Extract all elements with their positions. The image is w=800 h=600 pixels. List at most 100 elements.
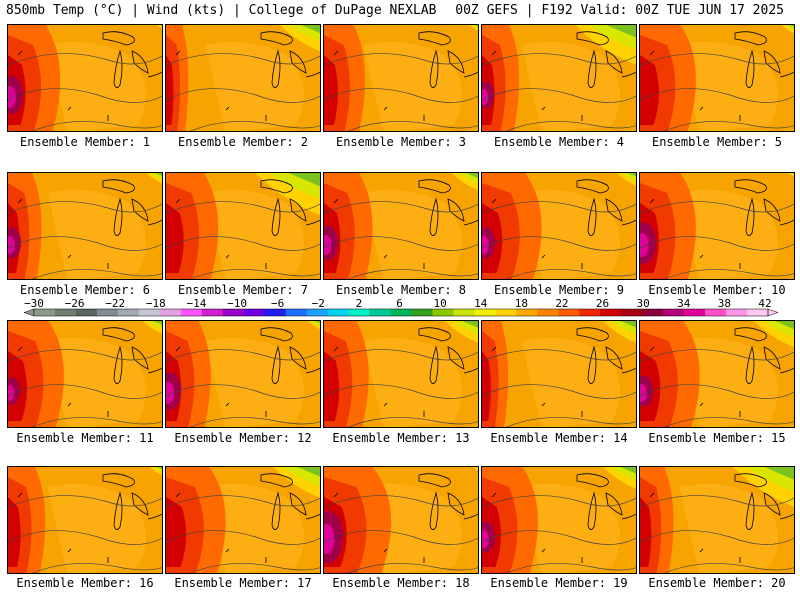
ensemble-member-map <box>165 466 321 574</box>
colorbar-tick-label: 6 <box>396 297 403 310</box>
colorbar-segment <box>684 309 706 316</box>
ensemble-member-label: Ensemble Member: 7 <box>177 283 309 297</box>
colorbar-segment <box>138 309 161 316</box>
ensemble-member-label: Ensemble Member: 15 <box>648 431 786 445</box>
colorbar-segment <box>516 309 538 316</box>
colorbar-tick-label: −26 <box>65 297 85 310</box>
ensemble-member-label: Ensemble Member: 11 <box>16 431 154 445</box>
colorbar-tick-label: −6 <box>271 297 284 310</box>
colorbar-segment <box>621 309 643 316</box>
colorbar-segment <box>411 309 433 316</box>
ensemble-member-map <box>639 24 795 132</box>
colorbar-tick-label: 26 <box>596 297 609 310</box>
header-right-title: 00Z GEFS | F192 Valid: 00Z TUE JUN 17 20… <box>455 3 784 18</box>
colorbar-segment <box>243 309 266 316</box>
colorbar-outline <box>33 308 769 317</box>
ensemble-member-map <box>481 172 637 280</box>
colorbar-segment <box>348 309 371 316</box>
ensemble-member-map <box>165 172 321 280</box>
ensemble-member-map <box>323 172 479 280</box>
ensemble-member-map <box>7 320 163 428</box>
colorbar-segment <box>495 309 517 316</box>
colorbar-tick-label: −18 <box>146 297 166 310</box>
ensemble-member-map <box>639 172 795 280</box>
ensemble-member-label: Ensemble Member: 3 <box>335 135 467 149</box>
colorbar-segment <box>600 309 622 316</box>
colorbar-segment <box>180 309 203 316</box>
colorbar-tick-label: 22 <box>555 297 568 310</box>
colorbar-segment <box>432 309 454 316</box>
colorbar-segment <box>390 309 412 316</box>
colorbar-tick-label: −30 <box>24 297 44 310</box>
ensemble-member-map <box>481 466 637 574</box>
ensemble-member-label: Ensemble Member: 5 <box>651 135 783 149</box>
colorbar-tick-label: −2 <box>312 297 325 310</box>
colorbar-segment <box>306 309 329 316</box>
colorbar-segment <box>726 309 748 316</box>
colorbar-segment <box>453 309 475 316</box>
colorbar-segment <box>34 309 56 316</box>
colorbar-tick-label: −22 <box>105 297 125 310</box>
ensemble-member-map <box>323 466 479 574</box>
colorbar-segment <box>558 309 580 316</box>
ensemble-member-label: Ensemble Member: 1 <box>19 135 151 149</box>
colorbar-segment <box>222 309 245 316</box>
ensemble-member-map <box>323 24 479 132</box>
ensemble-member-label: Ensemble Member: 4 <box>493 135 625 149</box>
colorbar-segment <box>369 309 392 316</box>
colorbar-segment <box>663 309 685 316</box>
ensemble-member-label: Ensemble Member: 8 <box>335 283 467 297</box>
colorbar-segment <box>537 309 559 316</box>
colorbar-segment <box>747 309 769 316</box>
ensemble-member-map <box>7 24 163 132</box>
colorbar-segment <box>579 309 601 316</box>
ensemble-member-label: Ensemble Member: 9 <box>493 283 625 297</box>
ensemble-member-map <box>323 320 479 428</box>
ensemble-member-map <box>7 466 163 574</box>
ensemble-member-label: Ensemble Member: 2 <box>177 135 309 149</box>
colorbar-tick-label: 14 <box>474 297 488 310</box>
ensemble-member-label: Ensemble Member: 16 <box>16 576 154 590</box>
colorbar-tick-label: −14 <box>187 297 207 310</box>
colorbar-segment <box>642 309 664 316</box>
ensemble-member-label: Ensemble Member: 13 <box>332 431 470 445</box>
colorbar-segment <box>264 309 287 316</box>
colorbar-tick-label: 2 <box>356 297 363 310</box>
colorbar-tick-label: 42 <box>758 297 771 310</box>
colorbar-segment <box>54 309 77 316</box>
ensemble-member-label: Ensemble Member: 10 <box>648 283 786 297</box>
colorbar-left-arrow <box>23 308 35 317</box>
ensemble-member-label: Ensemble Member: 17 <box>174 576 312 590</box>
ensemble-member-label: Ensemble Member: 6 <box>19 283 151 297</box>
ensemble-member-label: Ensemble Member: 20 <box>648 576 786 590</box>
colorbar-right-arrow <box>767 308 779 317</box>
ensemble-member-map <box>7 172 163 280</box>
temperature-colorbar: −30 −26 −22 −18 −14 −10 −6 −2 2 6 10 14 18 22 26 30 34 38… <box>23 297 779 317</box>
colorbar-tick-label: 18 <box>515 297 528 310</box>
colorbar-segment <box>285 309 308 316</box>
ensemble-member-label: Ensemble Member: 18 <box>332 576 470 590</box>
colorbar-segment <box>75 309 98 316</box>
colorbar-segment <box>201 309 224 316</box>
ensemble-member-map <box>481 320 637 428</box>
colorbar-tick-label: 10 <box>433 297 446 310</box>
colorbar-segment <box>96 309 119 316</box>
colorbar-tick-label: −10 <box>227 297 247 310</box>
colorbar-segment <box>705 309 727 316</box>
colorbar-segment <box>117 309 140 316</box>
colorbar-tick-label: 30 <box>637 297 650 310</box>
ensemble-member-label: Ensemble Member: 14 <box>490 431 628 445</box>
ensemble-member-map <box>165 24 321 132</box>
ensemble-member-label: Ensemble Member: 12 <box>174 431 312 445</box>
ensemble-member-map <box>481 24 637 132</box>
ensemble-member-map <box>639 466 795 574</box>
colorbar-tick-label: 38 <box>718 297 731 310</box>
ensemble-member-map <box>165 320 321 428</box>
ensemble-member-map <box>639 320 795 428</box>
colorbar-segment <box>327 309 350 316</box>
header-left-title: 850mb Temp (°C) | Wind (kts) | College o… <box>6 3 437 18</box>
colorbar-segment <box>474 309 496 316</box>
ensemble-member-label: Ensemble Member: 19 <box>490 576 628 590</box>
colorbar-segment <box>159 309 182 316</box>
colorbar-tick-label: 34 <box>677 297 691 310</box>
